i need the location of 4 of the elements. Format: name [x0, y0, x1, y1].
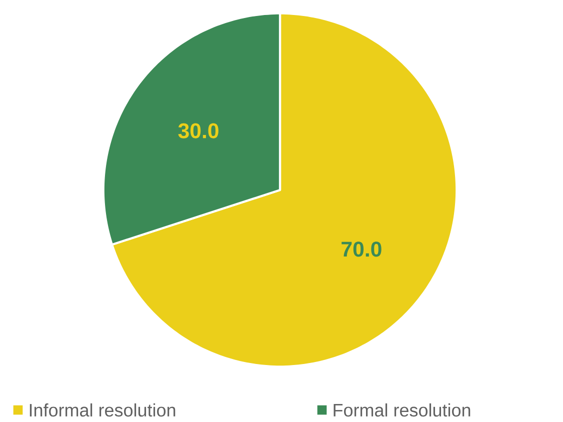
legend-label: Formal resolution: [334, 403, 470, 417]
legend-label: Informal resolution: [30, 403, 176, 417]
data-label: 30.0: [178, 123, 218, 138]
data-label: 70.0: [342, 242, 382, 257]
